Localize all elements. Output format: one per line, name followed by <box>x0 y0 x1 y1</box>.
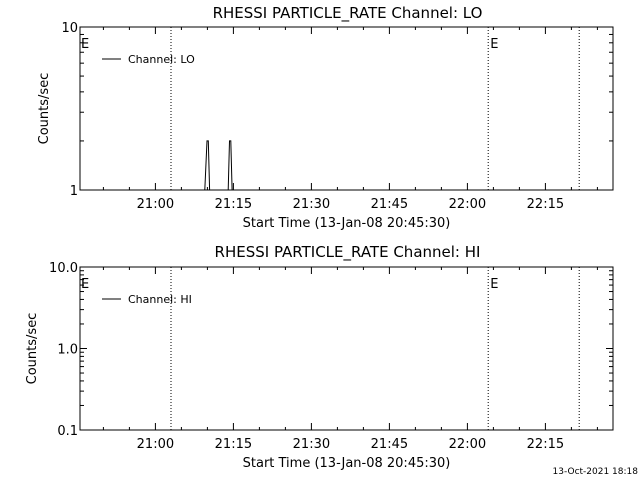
legend: Channel: HI <box>102 293 192 306</box>
x-axis: 21:00 21:15 21:30 21:45 22:00 22:15 <box>102 27 598 212</box>
y-tick-label: 10 <box>61 21 78 36</box>
plot-frame <box>79 26 614 191</box>
event-marker-label: E <box>490 37 498 52</box>
plot-timestamp: 13-Oct-2021 18:18 <box>553 467 639 477</box>
x-tick-label: 21:30 <box>293 437 330 452</box>
y-tick-label: 1 <box>70 184 78 199</box>
x-tick-label: 21:00 <box>137 197 174 212</box>
y-axis: 0.1 1.0 10.0 <box>49 261 613 439</box>
x-axis-label: Start Time (13-Jan-08 20:45:30) <box>243 456 451 471</box>
legend-entry: Channel: HI <box>128 293 192 306</box>
x-tick-label: 21:45 <box>371 437 408 452</box>
series-line <box>204 140 233 191</box>
event-marker-label: E <box>81 37 89 52</box>
x-tick-label: 21:15 <box>215 197 252 212</box>
legend-entry: Channel: LO <box>128 53 195 66</box>
x-tick-label: 21:15 <box>215 437 252 452</box>
x-tick-label: 21:00 <box>137 437 174 452</box>
event-marker-label: E <box>490 277 498 292</box>
x-tick-label: 22:00 <box>449 437 486 452</box>
chart-title: RHESSI PARTICLE_RATE Channel: HI <box>215 243 481 262</box>
x-tick-label: 22:15 <box>527 437 564 452</box>
y-axis: 1 10 <box>61 21 613 199</box>
x-axis: 21:00 21:15 21:30 21:45 22:00 22:15 <box>102 267 598 452</box>
x-tick-label: 21:45 <box>371 197 408 212</box>
y-tick-label: 10.0 <box>49 261 78 276</box>
y-axis-label: Counts/sec <box>37 73 52 145</box>
y-tick-label: 0.1 <box>57 424 78 439</box>
y-tick-label: 1.0 <box>57 343 78 358</box>
x-axis-label: Start Time (13-Jan-08 20:45:30) <box>243 216 451 231</box>
x-tick-label: 22:00 <box>449 197 486 212</box>
x-tick-label: 21:30 <box>293 197 330 212</box>
y-axis-label: Counts/sec <box>25 313 40 385</box>
event-marker-label: E <box>81 277 89 292</box>
plot-frame <box>79 266 614 431</box>
x-tick-label: 22:15 <box>527 197 564 212</box>
legend: Channel: LO <box>102 53 195 66</box>
chart-title: RHESSI PARTICLE_RATE Channel: LO <box>213 4 483 23</box>
